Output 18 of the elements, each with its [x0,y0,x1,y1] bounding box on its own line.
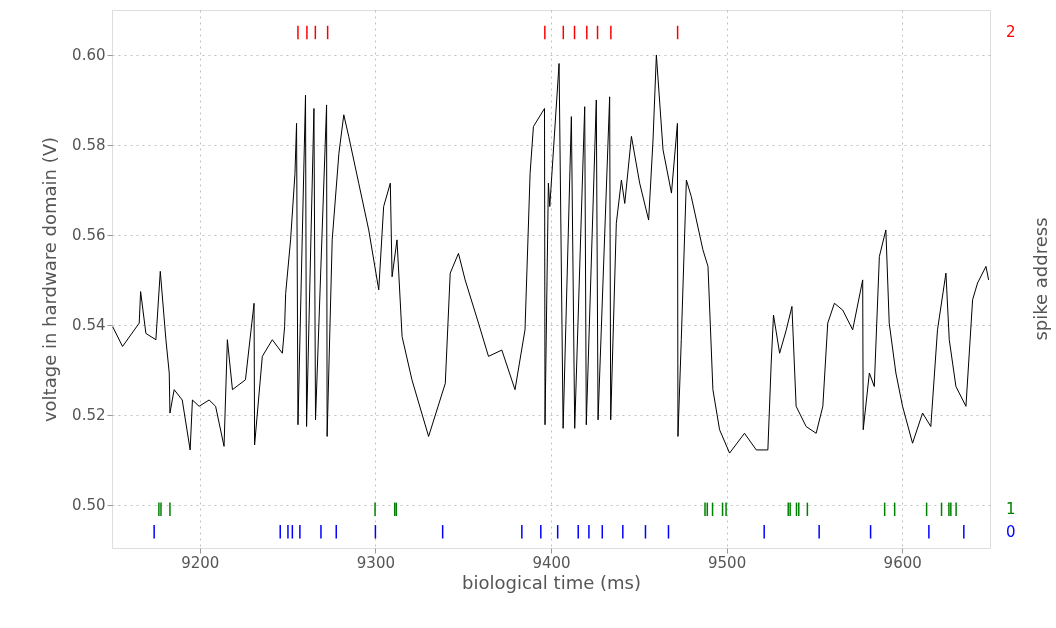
y2-axis-title: spike address [1030,217,1051,341]
text: 1 [1006,500,1016,519]
y-tick-label: 0.54 [72,316,106,335]
x-tick-label: 9600 [883,553,922,572]
y-tick-label: 0.52 [72,406,106,425]
y-axis-title: voltage in hardware domain (V) [39,136,61,423]
y-tick-label: 0.60 [72,46,106,65]
text: 2 [1006,23,1016,42]
text: 0 [1006,522,1016,541]
x-axis-title: biological time (ms) [462,571,641,593]
line-series [112,54,990,454]
y-tick-label: 0.56 [72,226,106,245]
x-tick-label: 9300 [356,553,395,572]
x-tick-label: 9200 [181,553,220,572]
y-tick-label: 0.58 [72,136,106,155]
x-tick-label: 9400 [532,553,571,572]
y-tick-label: 0.50 [72,496,106,515]
x-tick-label: 9500 [708,553,747,572]
